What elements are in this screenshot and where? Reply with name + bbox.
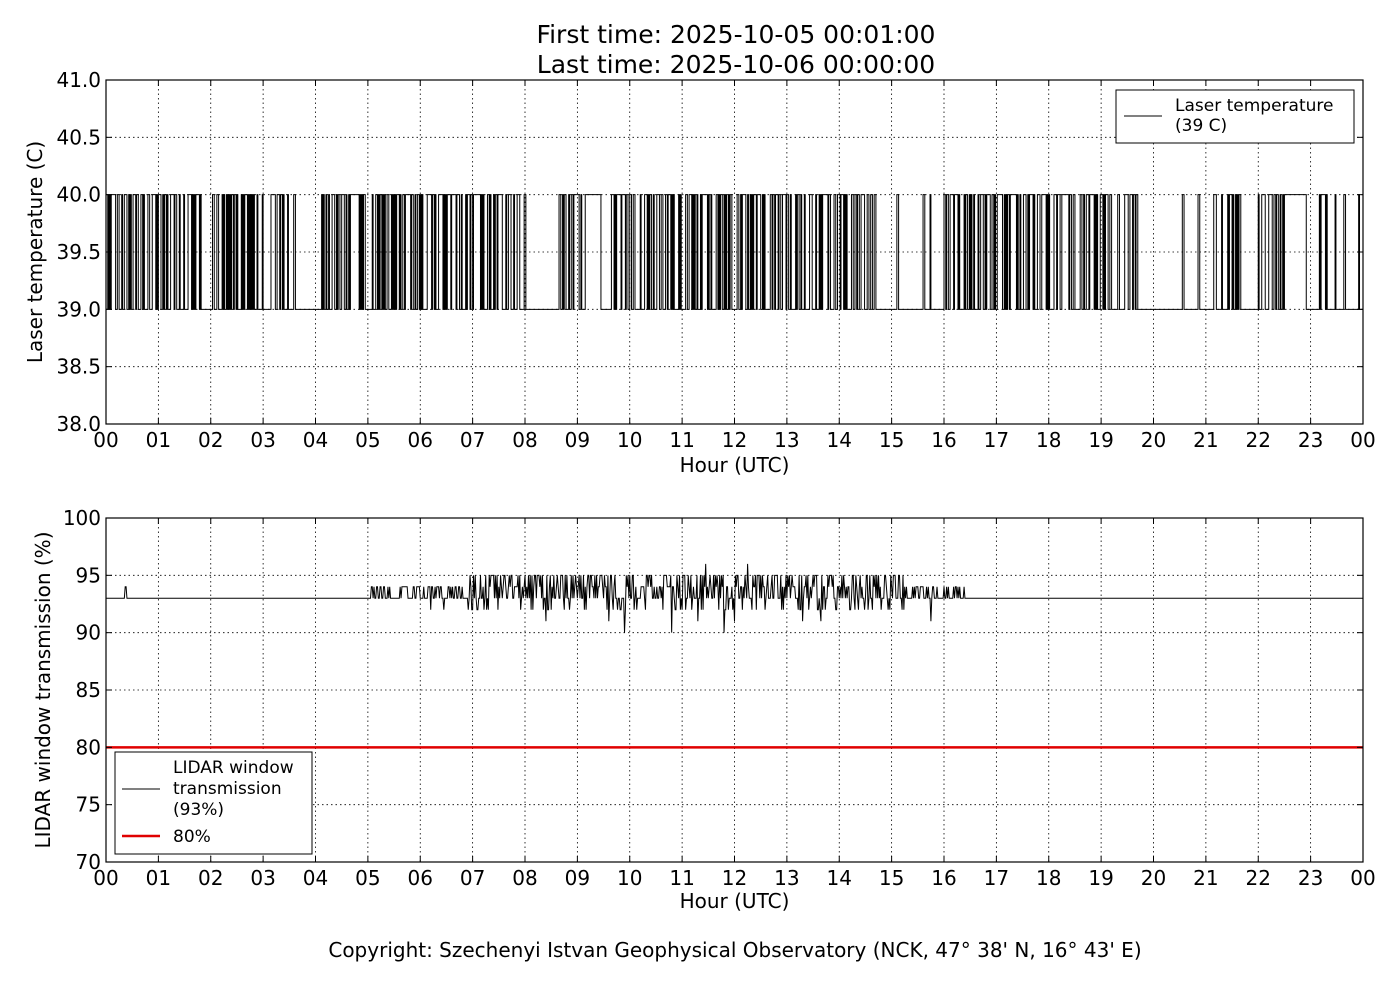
- x-tick-label: 22: [1246, 866, 1271, 890]
- x-tick-label: 18: [1036, 866, 1061, 890]
- x-tick-label: 14: [827, 428, 852, 452]
- legend-label-lidar-transmission: (93%): [173, 800, 224, 820]
- y-tick-label: 90: [76, 621, 101, 645]
- x-tick-label: 17: [984, 428, 1009, 452]
- x-tick-label: 05: [355, 866, 380, 890]
- x-tick-label: 23: [1298, 866, 1323, 890]
- x-tick-label: 20: [1141, 866, 1166, 890]
- copyright-text: Copyright: Szechenyi Istvan Geophysical …: [328, 938, 1141, 962]
- x-tick-label: 22: [1246, 428, 1271, 452]
- x-tick-label: 00: [1350, 866, 1375, 890]
- x-tick-label: 02: [198, 866, 223, 890]
- x-tick-label: 08: [512, 428, 537, 452]
- x-tick-label: 01: [146, 866, 171, 890]
- x-tick-label: 19: [1088, 866, 1113, 890]
- x-tick-label: 19: [1088, 428, 1113, 452]
- chart-title-line-2: Last time: 2025-10-06 00:00:00: [537, 50, 935, 79]
- y-tick-label: 70: [76, 850, 101, 874]
- x-tick-label: 21: [1193, 866, 1218, 890]
- y-tick-label: 39.5: [56, 240, 101, 264]
- legend-label-threshold-80: 80%: [173, 827, 211, 847]
- x-tick-label: 17: [984, 866, 1009, 890]
- x-tick-label: 03: [250, 428, 275, 452]
- x-tick-label: 12: [722, 866, 747, 890]
- x-tick-label: 11: [669, 428, 694, 452]
- x-tick-label: 00: [93, 428, 118, 452]
- chart-title-line-1: First time: 2025-10-05 00:01:00: [537, 20, 936, 49]
- legend-label-lidar-transmission: LIDAR window: [173, 758, 294, 778]
- x-tick-label: 18: [1036, 428, 1061, 452]
- x-tick-label: 04: [303, 866, 328, 890]
- x-tick-label: 23: [1298, 428, 1323, 452]
- x-tick-label: 08: [512, 866, 537, 890]
- y-tick-label: 40.5: [56, 125, 101, 149]
- y-axis-label: Laser temperature (C): [23, 141, 47, 363]
- x-tick-label: 02: [198, 428, 223, 452]
- x-tick-label: 13: [774, 428, 799, 452]
- legend-label-laser-temperature: Laser temperature: [1175, 96, 1333, 116]
- x-tick-label: 15: [879, 428, 904, 452]
- x-tick-label: 14: [827, 866, 852, 890]
- x-tick-label: 16: [931, 866, 956, 890]
- series-line-lidar-transmission: [106, 563, 1363, 633]
- x-tick-label: 07: [460, 866, 485, 890]
- laser-temperature-panel: 00 01 02 03 04 05 06 07 08 09 10 11 12 13 14 15 16 17 18 19…: [23, 68, 1376, 477]
- y-tick-label: 38.5: [56, 355, 101, 379]
- lidar-transmission-panel: 00 01 02 03 04 05 06 07 08 09 10 11 12 13 14 15 16 17 18 19…: [31, 506, 1376, 913]
- legend: Laser temperature(39 C): [1115, 89, 1355, 144]
- legend-label-laser-temperature: (39 C): [1175, 116, 1227, 136]
- y-tick-label: 38.0: [56, 412, 101, 436]
- x-tick-label: 05: [355, 428, 380, 452]
- x-tick-label: 12: [722, 428, 747, 452]
- x-tick-label: 00: [1350, 428, 1375, 452]
- x-tick-label: 10: [617, 866, 642, 890]
- x-tick-label: 00: [93, 866, 118, 890]
- x-tick-label: 11: [669, 866, 694, 890]
- x-tick-label: 09: [565, 866, 590, 890]
- y-tick-label: 100: [63, 506, 101, 530]
- x-tick-label: 21: [1193, 428, 1218, 452]
- y-axis-label: LIDAR window transmission (%): [31, 532, 55, 849]
- y-tick-label: 95: [76, 563, 101, 587]
- y-tick-label: 40.0: [56, 183, 101, 207]
- y-tick-label: 85: [76, 678, 101, 702]
- x-tick-label: 09: [565, 428, 590, 452]
- y-tick-label: 39.0: [56, 297, 101, 321]
- legend-label-lidar-transmission: transmission: [173, 779, 282, 799]
- x-tick-label: 06: [408, 866, 433, 890]
- x-tick-label: 15: [879, 866, 904, 890]
- x-tick-label: 16: [931, 428, 956, 452]
- y-tick-label: 80: [76, 735, 101, 759]
- x-tick-label: 06: [408, 428, 433, 452]
- x-axis-label: Hour (UTC): [680, 889, 790, 913]
- x-axis-label: Hour (UTC): [680, 453, 790, 477]
- x-tick-label: 03: [250, 866, 275, 890]
- x-tick-label: 10: [617, 428, 642, 452]
- y-tick-label: 75: [76, 793, 101, 817]
- y-tick-label: 41.0: [56, 68, 101, 92]
- x-tick-label: 13: [774, 866, 799, 890]
- x-tick-label: 01: [146, 428, 171, 452]
- series-line-laser-temperature: [106, 194, 1363, 310]
- x-tick-label: 07: [460, 428, 485, 452]
- x-tick-label: 04: [303, 428, 328, 452]
- x-tick-label: 20: [1141, 428, 1166, 452]
